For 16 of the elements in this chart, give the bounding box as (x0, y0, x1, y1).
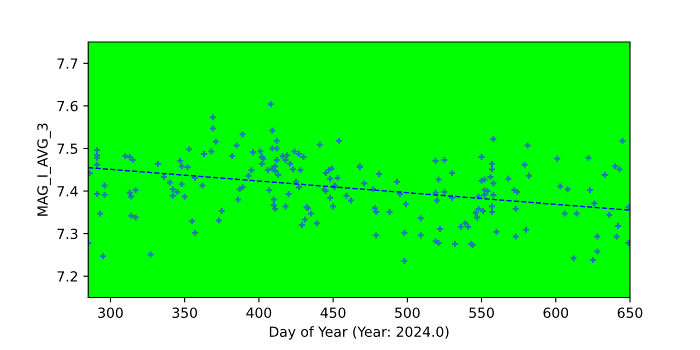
x-tick-label: 300 (98, 307, 123, 318)
y-tick-label: 7.5 (58, 144, 78, 154)
x-tick-label: 350 (172, 307, 198, 318)
x-axis-title: Day of Year (Year: 2024.0) (270, 326, 448, 340)
x-tick-label: 550 (469, 307, 494, 318)
x-tick-label: 500 (395, 307, 420, 318)
y-tick-label: 7.6 (58, 100, 78, 112)
y-tick-label: 7.3 (58, 228, 78, 240)
y-tick-label: 7.2 (58, 271, 78, 282)
y-tick-label: 7.7 (58, 58, 78, 69)
x-tick-label: 650 (618, 307, 642, 318)
x-tick-label: 400 (246, 307, 272, 318)
y-tick-label: 7.4 (58, 186, 78, 196)
y-axis-title: MAG_I_AVG_3 (37, 124, 51, 216)
x-tick-label: 450 (320, 307, 346, 318)
x-tick-label: 600 (543, 307, 568, 318)
